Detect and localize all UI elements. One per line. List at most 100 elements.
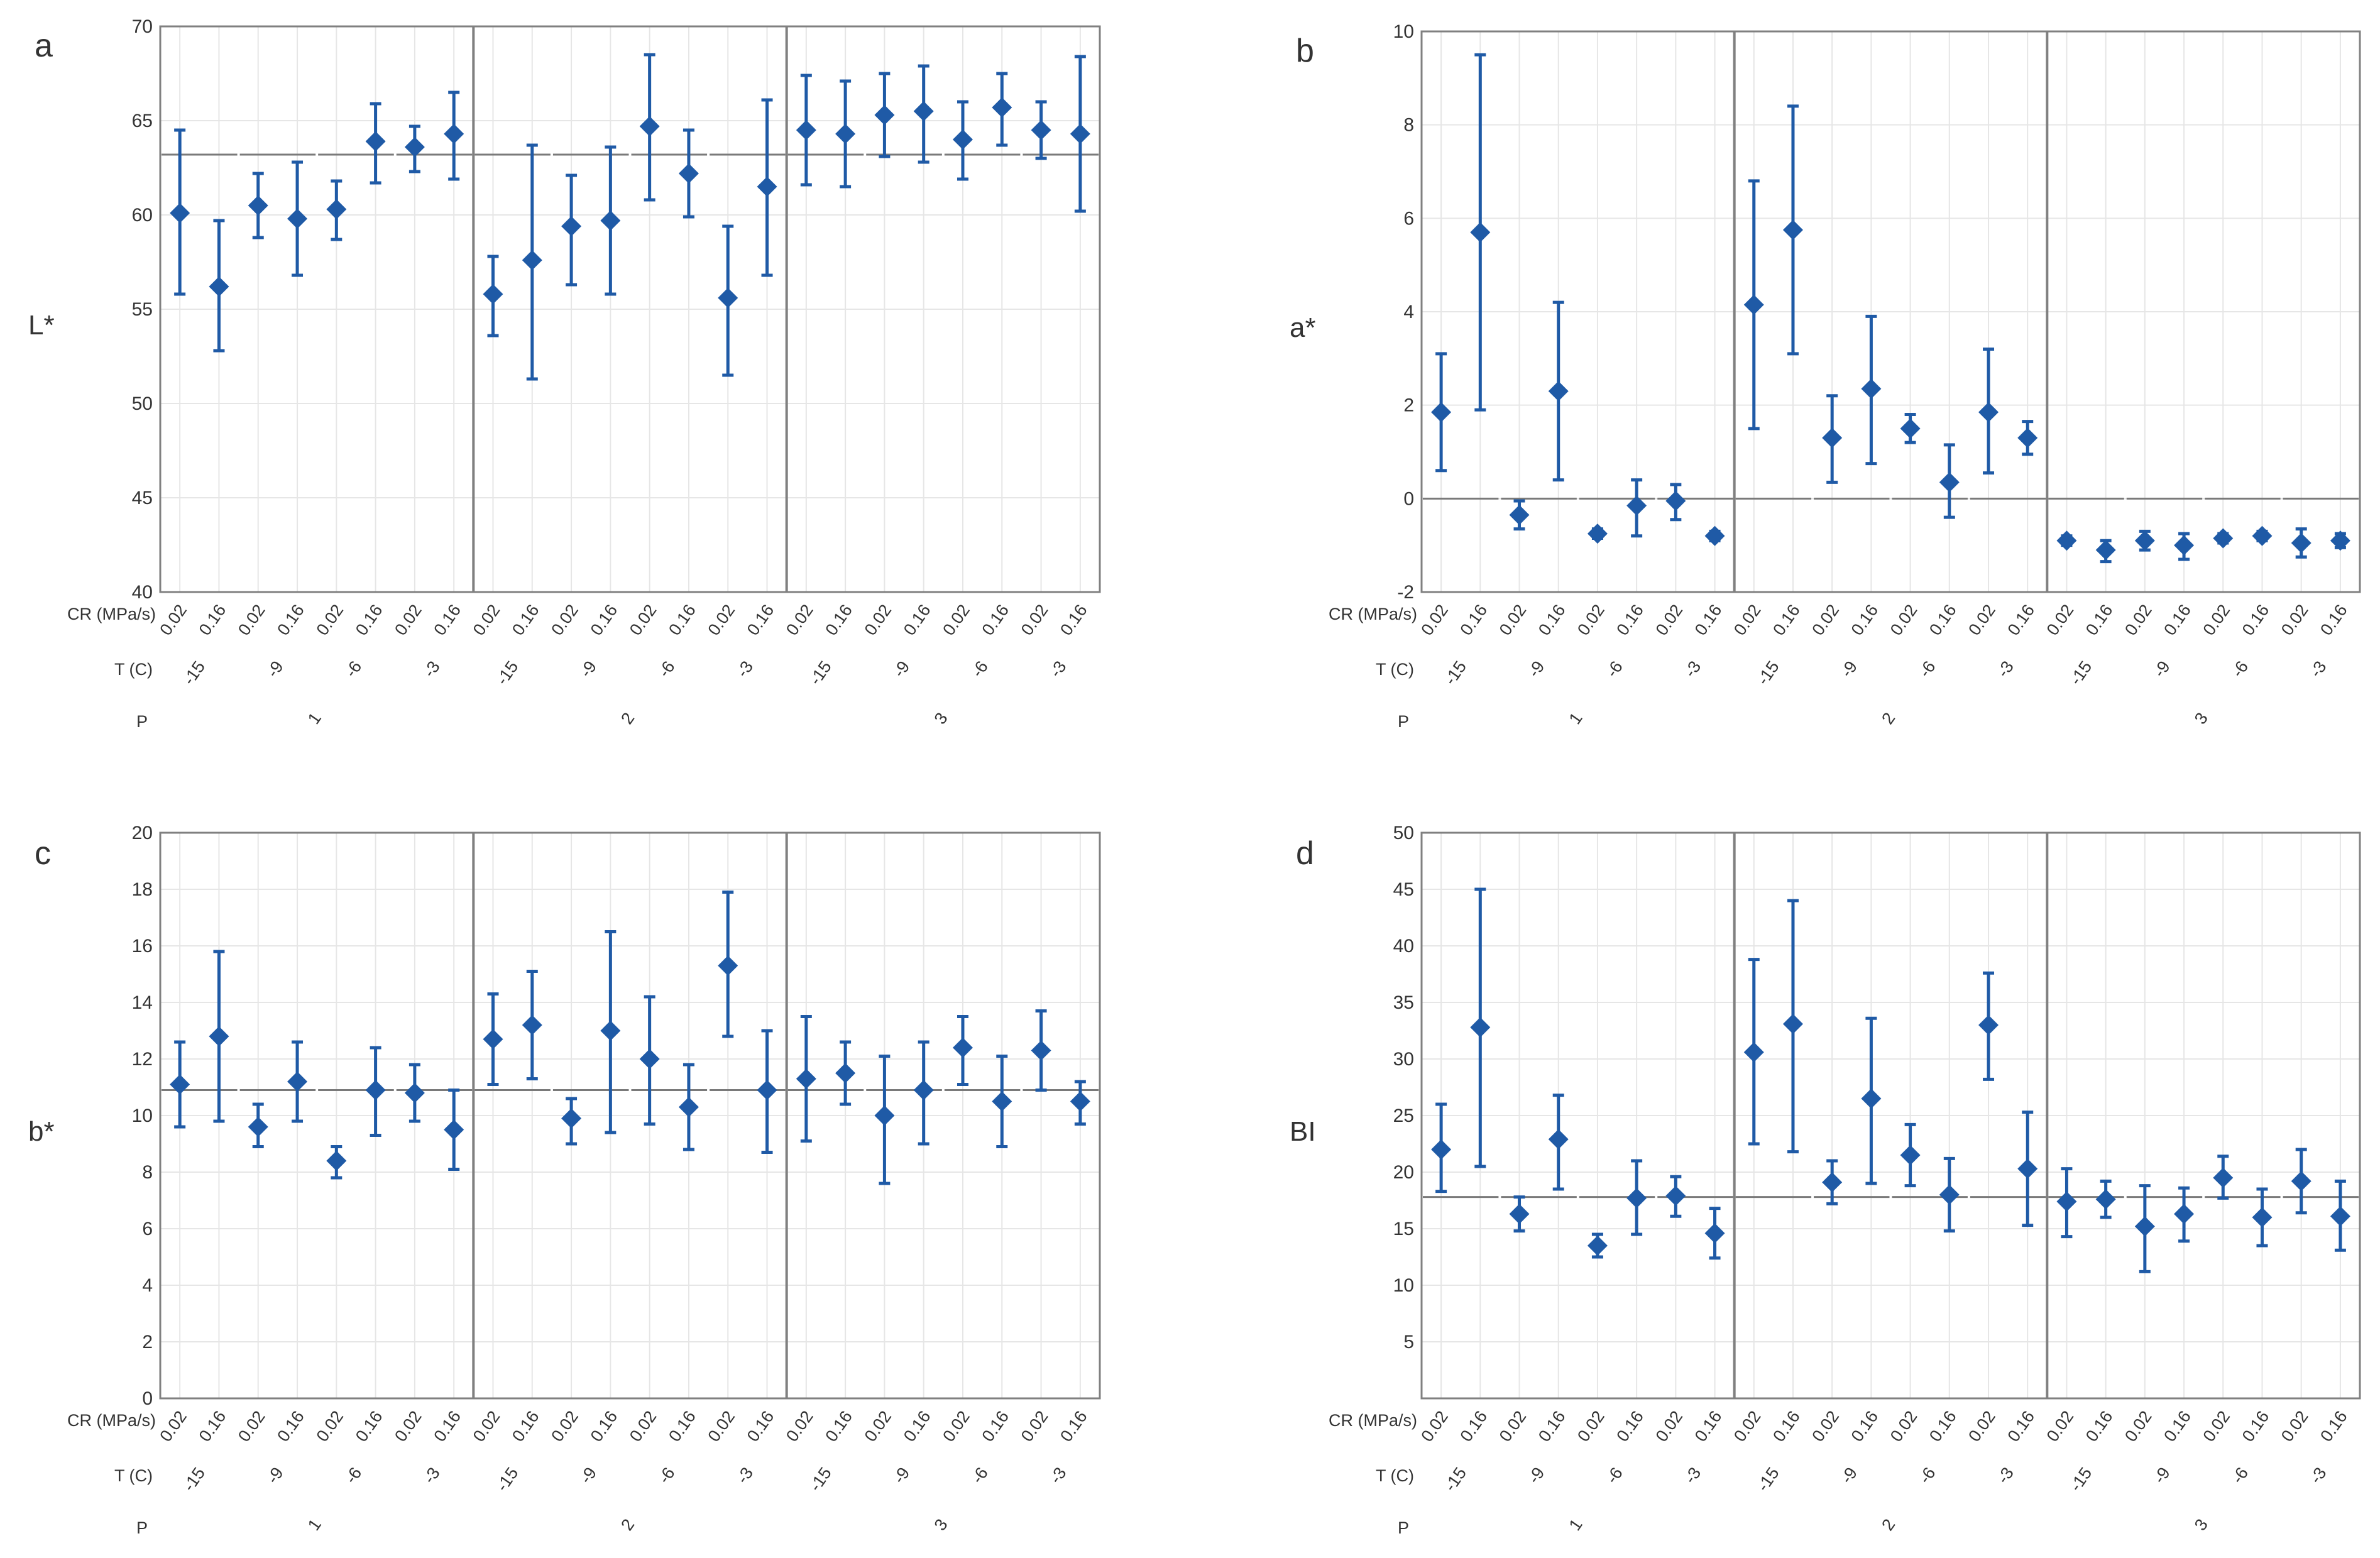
temperature-row-label: T (C) (114, 660, 153, 679)
panel-frame (159, 831, 1101, 1400)
cr-tick-label: 0.16 (665, 1407, 699, 1445)
mean-marker (1548, 1129, 1569, 1149)
cr-tick-label: 0.16 (430, 601, 464, 639)
temperature-tick-label: -6 (341, 657, 365, 681)
temperature-tick-label: -6 (1603, 657, 1626, 681)
mean-marker (404, 1083, 425, 1103)
cr-tick-label: 0.02 (1808, 1407, 1843, 1445)
cr-tick-label: 0.16 (743, 601, 778, 639)
mean-marker (835, 1063, 856, 1083)
mean-marker (1470, 1017, 1491, 1038)
cr-tick-label: 0.02 (313, 601, 348, 639)
cr-tick-label: 0.02 (234, 1407, 269, 1445)
cr-tick-label: 0.02 (547, 601, 582, 639)
cr-tick-label: 0.16 (2082, 1407, 2117, 1445)
cr-tick-label: 0.02 (704, 1407, 738, 1445)
y-tick-label: 12 (132, 1049, 153, 1070)
mean-marker (326, 1151, 347, 1171)
pressure-row-label: P (1398, 1518, 1409, 1537)
cr-row-label: CR (MPa/s) (67, 605, 156, 623)
mean-marker (2056, 1191, 2077, 1212)
mean-marker (209, 277, 229, 297)
panel-d-browning-index-chart: 5 10 15 20 25 30 35 40 45 50 d BI CR (MPa/s) T (C) P 0.… (1290, 823, 2361, 1537)
mean-marker (1470, 222, 1491, 243)
y-axis-label: L* (28, 310, 55, 341)
cr-tick-label: 0.16 (1056, 1407, 1091, 1445)
y-tick-label: 25 (1393, 1105, 1414, 1126)
cr-tick-label: 0.02 (2199, 1407, 2234, 1445)
temperature-tick-label: -9 (2150, 1464, 2174, 1487)
mean-marker (952, 129, 973, 150)
cr-tick-label: 0.02 (1574, 601, 1608, 639)
cr-tick-label: 0.16 (1769, 601, 1804, 639)
mean-marker (1431, 1139, 1452, 1160)
temperature-tick-label: -9 (889, 657, 913, 681)
cr-row-label: CR (MPa/s) (1329, 1411, 1417, 1430)
panel-frame (159, 25, 1101, 593)
pressure-tick-label: 3 (2191, 1515, 2212, 1534)
mean-marker (1978, 402, 1999, 422)
cr-tick-label: 0.02 (939, 601, 973, 639)
panel-frame (1420, 30, 2361, 593)
cr-tick-label: 0.16 (195, 1407, 230, 1445)
y-tick-label: 10 (132, 1105, 153, 1126)
temperature-tick-label: -9 (889, 1464, 913, 1487)
cr-tick-label: 0.16 (195, 601, 230, 639)
cr-tick-label: 0.16 (273, 1407, 308, 1445)
temperature-tick-label: -15 (806, 1464, 835, 1495)
mean-marker (248, 1117, 268, 1137)
cr-tick-label: 0.02 (2121, 601, 2156, 639)
mean-marker (2017, 427, 2038, 448)
cr-tick-label: 0.16 (352, 1407, 387, 1445)
cr-tick-label: 0.02 (1417, 1407, 1452, 1445)
pressure-row-label: P (136, 1518, 148, 1537)
cr-tick-label: 0.02 (1417, 601, 1452, 639)
mean-marker (1704, 1223, 1725, 1244)
cr-tick-label: 0.16 (1926, 601, 1960, 639)
mean-marker (2056, 530, 2077, 551)
cr-tick-label: 0.16 (1691, 1407, 1726, 1445)
y-tick-label: 0 (1403, 488, 1414, 509)
y-tick-label: 55 (132, 299, 153, 320)
cr-tick-label: 0.16 (2004, 601, 2038, 639)
y-tick-label: 70 (132, 16, 153, 37)
temperature-tick-label: -6 (654, 1464, 678, 1487)
mean-marker (1704, 525, 1725, 546)
temperature-tick-label: -9 (576, 657, 600, 681)
panel-frame (1420, 831, 2361, 1400)
cr-tick-label: 0.02 (626, 601, 661, 639)
cr-tick-label: 0.16 (508, 1407, 543, 1445)
y-tick-label: 8 (142, 1162, 153, 1183)
y-tick-label: 2 (1403, 395, 1414, 416)
temperature-tick-label: -6 (1915, 1464, 1939, 1487)
panel-letter: a (35, 28, 53, 64)
y-tick-label: 6 (142, 1219, 153, 1239)
cr-row-label: CR (MPa/s) (1329, 605, 1417, 623)
cr-tick-label: 0.02 (861, 1407, 896, 1445)
temperature-tick-label: -15 (493, 657, 522, 688)
cr-tick-label: 0.16 (665, 601, 699, 639)
mean-marker (404, 137, 425, 157)
mean-marker (1031, 1040, 1051, 1061)
temperature-tick-label: -3 (420, 657, 444, 681)
mean-marker (1743, 1042, 1764, 1063)
y-tick-label: 4 (142, 1275, 153, 1296)
temperature-tick-label: -6 (341, 1464, 365, 1487)
y-axis-label: a* (1290, 312, 1316, 343)
mean-marker (952, 1038, 973, 1058)
y-tick-label: 16 (132, 936, 153, 957)
mean-marker (522, 1015, 542, 1035)
mean-marker (757, 1080, 777, 1100)
temperature-tick-label: -15 (179, 657, 209, 688)
cr-tick-label: 0.16 (821, 1407, 856, 1445)
cr-tick-label: 0.02 (2278, 601, 2312, 639)
mean-marker (483, 1029, 503, 1050)
y-tick-label: 8 (1403, 115, 1414, 136)
temperature-tick-label: -6 (1603, 1464, 1626, 1487)
cr-tick-label: 0.16 (1535, 601, 1569, 639)
y-tick-label: 18 (132, 879, 153, 900)
mean-marker (874, 105, 895, 125)
temperature-tick-label: -15 (2066, 657, 2095, 688)
